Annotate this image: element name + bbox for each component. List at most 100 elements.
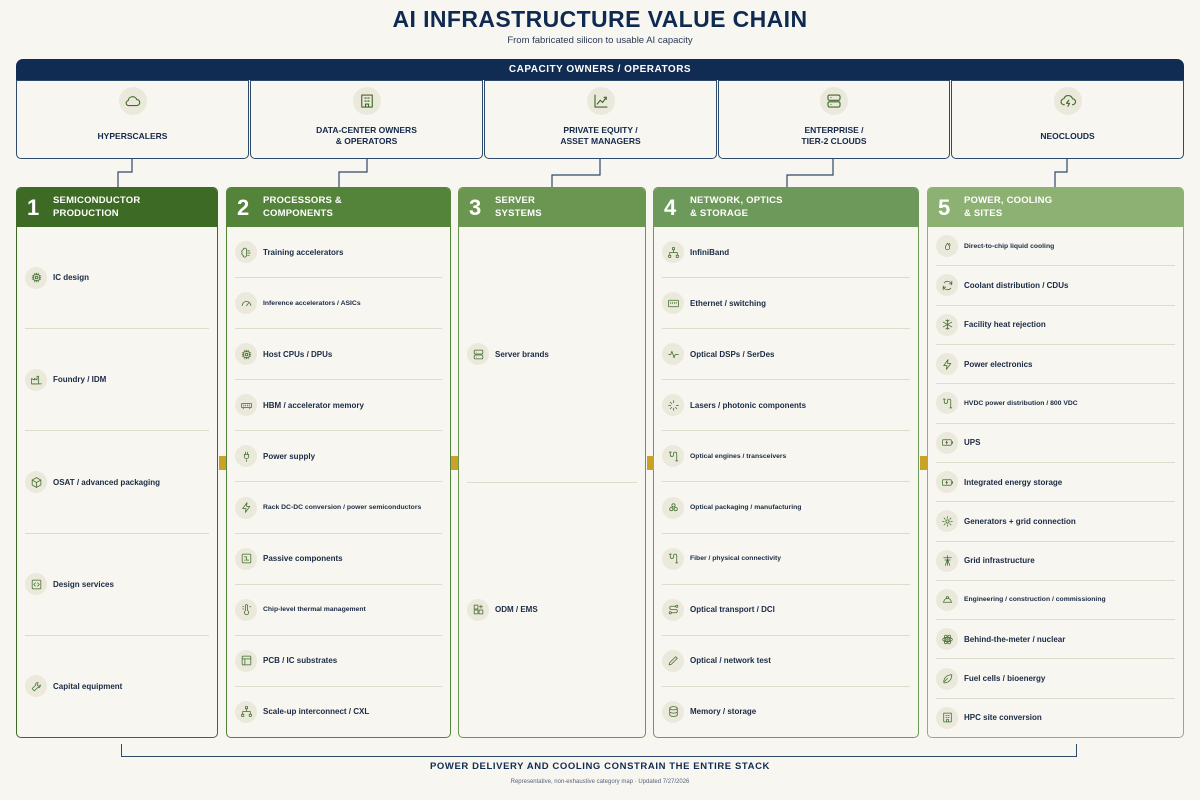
item-label: Training accelerators [263,247,344,257]
owner-card: HYPERSCALERS [16,80,249,159]
item-label: Optical / network test [690,656,771,666]
item-label: Optical packaging / manufacturing [690,504,802,512]
list-item: Fuel cells / bioenergy [936,659,1175,699]
database-icon [662,700,684,723]
bolt-icon [936,353,958,376]
cpu-icon [235,343,257,366]
item-label: Power supply [263,451,316,461]
item-label: Capital equipment [53,681,123,691]
item-label: Server brands [495,349,549,359]
list-item: InfiniBand [662,227,910,279]
page-title: AI INFRASTRUCTURE VALUE CHAIN [392,6,808,32]
board-icon [235,649,257,672]
item-label: Integrated energy storage [964,477,1063,487]
list-item: Inference accelerators / ASICs [235,278,442,330]
package-icon [25,471,47,493]
list-item: Facility heat rejection [936,306,1175,345]
item-label: Optical engines / transceivers [690,452,787,460]
list-item: Design services [25,534,209,636]
circuit-icon [235,547,257,570]
list-item: ODM / EMS [467,483,637,738]
stage-number: 5 [938,194,951,220]
stage-title: PROCESSORS & COMPONENTS [263,195,342,219]
list-item: Memory / storage [662,687,910,737]
list-item: UPS [936,424,1175,463]
item-label: Chip-level thermal management [263,606,366,614]
connector-line [338,159,368,187]
item-label: Direct-to-chip liquid cooling [964,242,1055,250]
list-item: Direct-to-chip liquid cooling [936,227,1175,267]
grid-icon [467,598,489,621]
page-subtitle: From fabricated silicon to usable AI cap… [507,35,693,46]
cable-icon [936,392,958,415]
connector-line [117,159,133,187]
item-label: Behind-the-meter / nuclear [964,634,1066,644]
item-label: HBM / accelerator memory [263,400,364,410]
list-item: Capital equipment [25,636,209,737]
hardhat-icon [936,588,958,611]
memory-icon [235,394,257,417]
droplets-icon [936,235,958,258]
item-label: Host CPUs / DPUs [263,349,333,359]
column-items: Training accelerators Inference accelerat… [227,227,450,737]
item-label: Facility heat rejection [964,320,1046,330]
column-items: Server brands ODM / EMS [459,227,645,737]
cog-icon [936,510,958,533]
sparkle-icon [662,394,684,417]
cloud-bolt-icon [1053,87,1082,115]
boxes-icon [662,496,684,519]
footer-bracket [121,744,1077,757]
item-label: Inference accelerators / ASICs [263,299,361,307]
item-label: Rack DC-DC conversion / power semiconduc… [263,504,422,512]
thermometer-icon [235,598,257,621]
owner-label: NEOCLOUDS [1040,130,1095,141]
cable-icon [662,547,684,570]
item-label: Engineering / construction / commissioni… [964,596,1106,604]
footer-note: Representative, non-exhaustive category … [510,779,690,785]
item-label: OSAT / advanced packaging [53,477,160,487]
column-stage-2: 2 PROCESSORS & COMPONENTS Training acceler… [226,187,451,738]
column-header: 1 SEMICONDUCTOR PRODUCTION [17,188,217,227]
list-item: Lasers / photonic components [662,380,910,432]
column-stage-4: 4 NETWORK, OPTICS & STORAGE InfiniBand Ethe… [653,187,919,738]
plug-icon [235,445,257,468]
item-label: Foundry / IDM [53,375,107,385]
flow-arrow [219,456,226,470]
list-item: OSAT / advanced packaging [25,431,209,534]
refresh-icon [936,274,958,297]
network-icon [662,241,684,264]
flow-arrow [920,456,927,470]
list-item: Passive components [235,534,442,585]
owner-label: PRIVATE EQUITY / ASSET MANAGERS [560,125,641,146]
list-item: Integrated energy storage [936,463,1175,503]
cloud-icon [118,87,147,115]
item-label: UPS [964,438,981,448]
factory-icon [25,368,47,391]
brain-icon [235,241,257,264]
item-label: HVDC power distribution / 800 VDC [964,399,1078,407]
atom-icon [936,628,958,651]
battery-icon [936,471,958,494]
list-item: Optical transport / DCI [662,585,910,636]
stage-title: SERVER SYSTEMS [495,195,542,219]
stage-number: 1 [27,194,40,220]
list-item: Optical DSPs / SerDes [662,329,910,381]
list-item: Engineering / construction / commissioni… [936,581,1175,621]
leaf-icon [936,667,958,690]
list-item: PCB / IC substrates [235,636,442,687]
stage-title: POWER, COOLING & SITES [964,195,1053,219]
list-item: Rack DC-DC conversion / power semiconduc… [235,482,442,534]
list-item: Fiber / physical connectivity [662,534,910,585]
code-icon [25,573,47,596]
stage-title: SEMICONDUCTOR PRODUCTION [53,195,141,219]
stage-number: 4 [664,194,677,220]
list-item: Grid infrastructure [936,542,1175,581]
column-items: IC design Foundry / IDM OSAT / advanced pa… [17,227,217,737]
item-label: Passive components [263,554,343,564]
owner-card: DATA-CENTER OWNERS & OPERATORS [250,80,483,159]
owner-label: DATA-CENTER OWNERS & OPERATORS [316,125,417,146]
item-label: Memory / storage [690,707,757,717]
server-icon [467,343,489,366]
item-label: Design services [53,579,114,589]
owner-label: ENTERPRISE / TIER-2 CLOUDS [801,125,867,146]
